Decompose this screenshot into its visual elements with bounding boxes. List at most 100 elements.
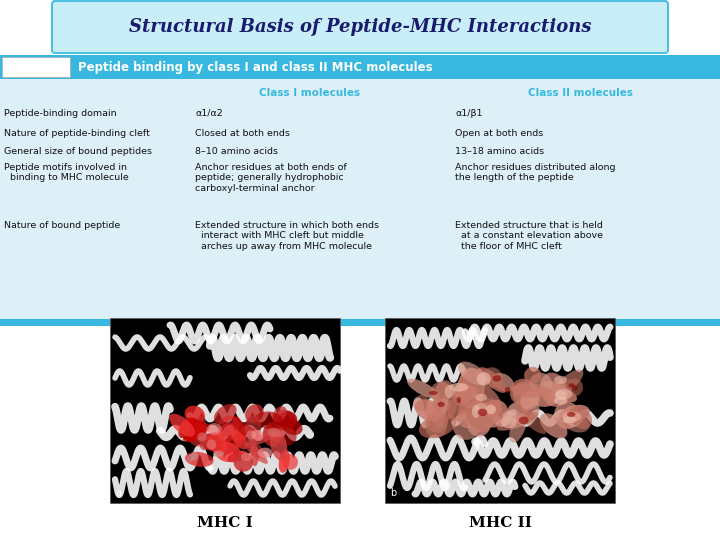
- Ellipse shape: [185, 452, 214, 467]
- Ellipse shape: [250, 444, 258, 466]
- Ellipse shape: [507, 402, 528, 422]
- Ellipse shape: [258, 448, 272, 458]
- Ellipse shape: [568, 383, 575, 387]
- Ellipse shape: [197, 433, 207, 441]
- Ellipse shape: [474, 403, 488, 415]
- Text: MHC I: MHC I: [197, 516, 253, 530]
- Ellipse shape: [519, 416, 528, 424]
- Bar: [2, 57, 70, 77]
- Ellipse shape: [282, 418, 302, 435]
- Ellipse shape: [563, 416, 576, 423]
- Text: Structural Basis of Peptide-MHC Interactions: Structural Basis of Peptide-MHC Interact…: [129, 18, 591, 36]
- Ellipse shape: [426, 397, 451, 418]
- Ellipse shape: [474, 398, 503, 424]
- Ellipse shape: [279, 449, 289, 473]
- Bar: [0, 79, 720, 319]
- Ellipse shape: [554, 401, 580, 429]
- Ellipse shape: [273, 406, 287, 422]
- Ellipse shape: [213, 450, 224, 457]
- Ellipse shape: [512, 383, 552, 398]
- Ellipse shape: [255, 411, 284, 429]
- Ellipse shape: [521, 392, 539, 410]
- Ellipse shape: [572, 385, 577, 390]
- Ellipse shape: [530, 373, 552, 395]
- Ellipse shape: [559, 405, 590, 424]
- Text: Peptide motifs involved in
  binding to MHC molecule: Peptide motifs involved in binding to MH…: [4, 163, 129, 183]
- Ellipse shape: [501, 417, 517, 428]
- Ellipse shape: [540, 373, 567, 407]
- Ellipse shape: [472, 405, 480, 418]
- Text: Nature of bound peptide: Nature of bound peptide: [4, 221, 120, 230]
- Text: Nature of peptide-binding cleft: Nature of peptide-binding cleft: [4, 129, 150, 138]
- Ellipse shape: [431, 382, 452, 403]
- Ellipse shape: [554, 376, 567, 384]
- Ellipse shape: [492, 373, 514, 392]
- Text: α1/β1: α1/β1: [455, 109, 482, 118]
- Ellipse shape: [453, 413, 480, 440]
- Ellipse shape: [274, 424, 297, 446]
- Ellipse shape: [220, 432, 246, 455]
- Ellipse shape: [544, 381, 562, 402]
- Ellipse shape: [454, 369, 486, 406]
- Ellipse shape: [564, 415, 590, 433]
- Ellipse shape: [207, 423, 222, 435]
- Ellipse shape: [458, 368, 485, 409]
- Ellipse shape: [415, 399, 443, 422]
- Ellipse shape: [552, 369, 583, 398]
- Ellipse shape: [215, 442, 240, 462]
- Text: Peptide binding by class I and class II MHC molecules: Peptide binding by class I and class II …: [78, 60, 433, 73]
- Ellipse shape: [524, 367, 541, 384]
- Ellipse shape: [463, 406, 486, 428]
- Ellipse shape: [191, 451, 198, 461]
- Ellipse shape: [246, 438, 265, 458]
- Text: b: b: [390, 488, 396, 498]
- Bar: [0, 55, 720, 79]
- Ellipse shape: [251, 430, 264, 440]
- Ellipse shape: [195, 416, 206, 443]
- Ellipse shape: [429, 391, 438, 395]
- Ellipse shape: [482, 367, 502, 388]
- Text: 13–18 amino acids: 13–18 amino acids: [455, 147, 544, 156]
- Ellipse shape: [248, 433, 274, 445]
- Text: 8–10 amino acids: 8–10 amino acids: [195, 147, 278, 156]
- Ellipse shape: [502, 411, 516, 424]
- Ellipse shape: [183, 423, 210, 442]
- Ellipse shape: [233, 416, 246, 442]
- Ellipse shape: [454, 384, 477, 400]
- Ellipse shape: [216, 423, 235, 445]
- Ellipse shape: [231, 430, 248, 449]
- Text: Class II molecules: Class II molecules: [528, 88, 632, 98]
- Ellipse shape: [540, 414, 567, 438]
- Text: Extended structure in which both ends
  interact with MHC cleft but middle
  arc: Extended structure in which both ends in…: [195, 221, 379, 251]
- Bar: [385, 318, 615, 503]
- Ellipse shape: [269, 430, 284, 437]
- Ellipse shape: [458, 382, 472, 405]
- Ellipse shape: [458, 362, 486, 385]
- Ellipse shape: [218, 416, 240, 438]
- Ellipse shape: [467, 408, 490, 433]
- Text: General size of bound peptides: General size of bound peptides: [4, 147, 152, 156]
- Ellipse shape: [479, 367, 506, 393]
- Ellipse shape: [481, 400, 508, 428]
- Text: Closed at both ends: Closed at both ends: [195, 129, 290, 138]
- Text: Peptide-binding domain: Peptide-binding domain: [4, 109, 117, 118]
- Ellipse shape: [554, 397, 567, 405]
- Ellipse shape: [570, 406, 592, 429]
- Ellipse shape: [263, 422, 282, 447]
- Ellipse shape: [541, 381, 577, 402]
- Bar: [0, 319, 720, 326]
- Ellipse shape: [475, 394, 487, 401]
- Ellipse shape: [244, 442, 268, 464]
- Ellipse shape: [200, 437, 213, 450]
- Ellipse shape: [185, 419, 207, 447]
- Ellipse shape: [567, 412, 575, 417]
- Ellipse shape: [565, 379, 583, 396]
- Ellipse shape: [477, 409, 487, 416]
- Ellipse shape: [179, 422, 189, 438]
- Ellipse shape: [458, 399, 482, 420]
- Ellipse shape: [282, 454, 298, 470]
- FancyBboxPatch shape: [52, 1, 668, 53]
- Ellipse shape: [492, 375, 501, 382]
- Ellipse shape: [456, 397, 461, 403]
- Ellipse shape: [528, 388, 559, 407]
